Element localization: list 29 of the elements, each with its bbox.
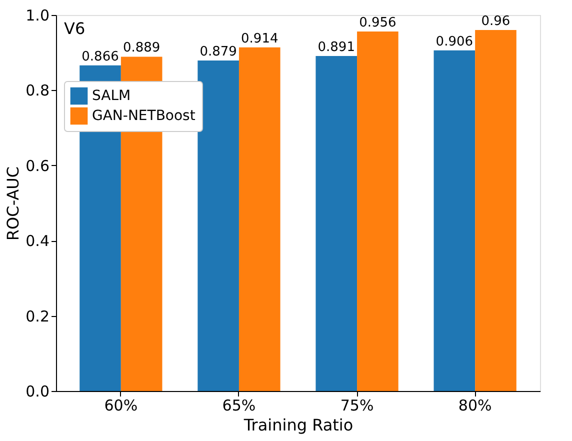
y-tick-label: 0.2: [26, 307, 50, 326]
y-tick-label: 1.0: [26, 6, 50, 24]
y-tick-label: 0.6: [26, 156, 50, 175]
data-label: 0.889: [122, 40, 160, 56]
data-label: 0.906: [436, 34, 474, 50]
bar: [357, 32, 398, 391]
x-tick-label: 65%: [222, 396, 256, 414]
legend-label: SALM: [92, 88, 131, 104]
bar: [316, 56, 358, 391]
bar: [238, 47, 280, 391]
x-tick-label: 80%: [458, 396, 492, 414]
x-tick-label: 75%: [340, 396, 374, 414]
bar: [434, 50, 476, 391]
data-label: 0.891: [318, 40, 355, 55]
x-tick-label: 60%: [104, 396, 138, 414]
y-tick-label: 0.8: [26, 82, 50, 100]
data-label: 0.956: [359, 16, 396, 31]
data-label: 0.914: [241, 31, 278, 46]
bar: [475, 30, 516, 391]
legend-label: GAN-NETBoost: [92, 108, 196, 124]
annotation: V6: [64, 19, 86, 38]
y-axis-title: ROC-AUC: [4, 166, 23, 241]
y-tick-label: 0.4: [26, 232, 50, 250]
data-label: 0.879: [200, 44, 237, 60]
data-label: 0.96: [481, 14, 510, 30]
data-label: 0.866: [82, 49, 119, 64]
bar: [198, 60, 239, 391]
x-axis-title: Training Ratio: [242, 416, 354, 434]
y-tick-label: 0.0: [26, 382, 50, 400]
